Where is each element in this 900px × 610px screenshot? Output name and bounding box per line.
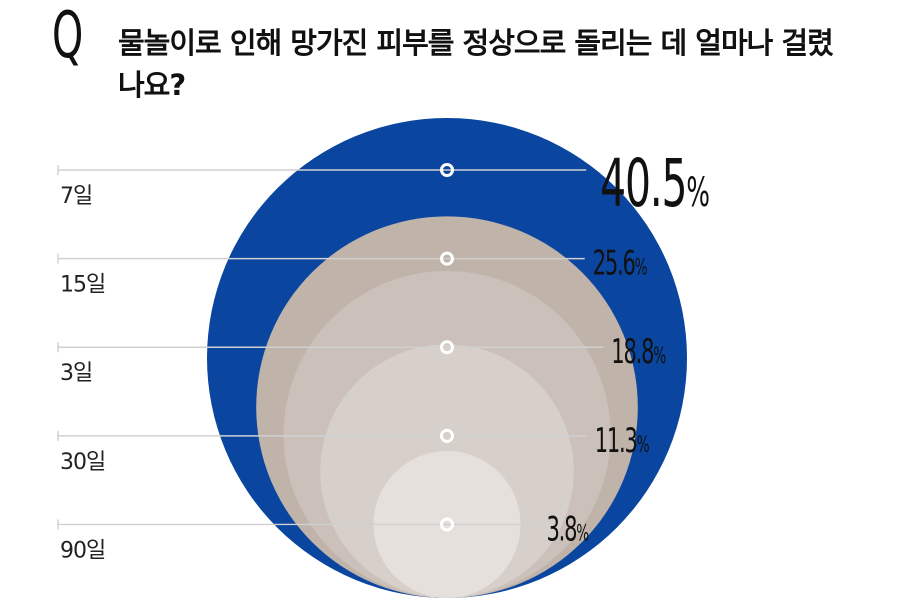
category-label-3: 3일 <box>60 361 92 386</box>
question-title: 물놀이로 인해 망가진 피부를 정상으로 돌리는 데 얼마나 걸렸나요? <box>118 26 834 102</box>
category-label-4: 30일 <box>60 450 105 475</box>
marker-2 <box>440 251 454 266</box>
marker-4 <box>440 428 454 443</box>
value-unit-4: % <box>637 433 650 458</box>
category-label-2: 15일 <box>60 273 105 298</box>
markers <box>440 163 454 532</box>
value-label-1: 40.5% <box>600 145 709 222</box>
value-unit-3: % <box>653 344 666 369</box>
category-label-1: 7일 <box>60 184 92 209</box>
value-unit-1: % <box>686 169 708 216</box>
category-label-5: 90일 <box>60 538 105 563</box>
value-label-4: 11.3% <box>595 421 650 461</box>
leader-lines <box>57 165 604 530</box>
value-unit-5: % <box>576 521 589 546</box>
question-marker: Q <box>52 0 84 73</box>
marker-5 <box>440 517 454 532</box>
marker-3 <box>440 340 454 355</box>
marker-1 <box>440 163 454 177</box>
value-unit-2: % <box>635 255 648 280</box>
bubbles <box>207 118 687 598</box>
